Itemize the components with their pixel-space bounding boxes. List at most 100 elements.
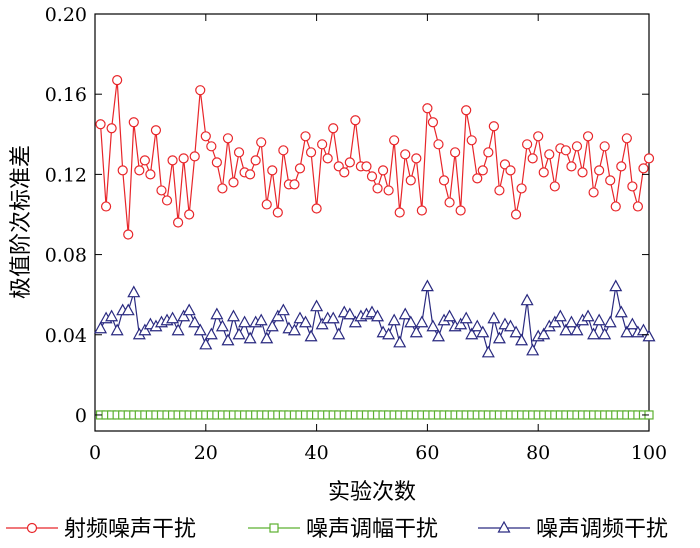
data-point-circle-marker (560, 145, 572, 156)
data-point-triangle-marker (420, 279, 434, 292)
data-point-circle-marker (139, 155, 150, 166)
data-point-circle-marker (505, 165, 516, 176)
data-point-triangle-marker (299, 315, 313, 328)
data-point-circle-marker (161, 195, 173, 206)
data-point-circle-marker (516, 183, 527, 194)
data-point-triangle-marker (509, 325, 523, 338)
data-point-circle-marker (599, 141, 610, 152)
data-point-triangle-marker (614, 305, 628, 318)
data-point-circle-marker (300, 131, 311, 142)
data-point-triangle-marker (304, 329, 318, 342)
data-point-triangle-marker (587, 327, 601, 340)
y-tick-label: 0.16 (45, 84, 87, 106)
data-point-triangle-marker (548, 315, 562, 328)
data-point-circle-marker (466, 135, 477, 146)
data-point-circle-marker (184, 209, 195, 220)
data-point-triangle-marker (166, 311, 180, 324)
data-point-circle-marker (311, 203, 322, 214)
data-point-circle-marker (100, 201, 112, 212)
data-point-circle-marker (549, 181, 560, 192)
data-point-triangle-marker (287, 323, 301, 336)
data-point-circle-marker (461, 105, 472, 116)
legend-square-marker (269, 523, 279, 533)
data-point-circle-marker (638, 163, 649, 174)
data-point-triangle-marker (271, 309, 285, 322)
data-point-triangle-marker (210, 307, 224, 320)
data-point-circle-marker (195, 85, 206, 96)
data-point-triangle-marker (592, 313, 606, 326)
data-point-triangle-marker (310, 299, 324, 312)
data-point-triangle-marker (426, 319, 440, 332)
data-point-triangle-marker (431, 329, 445, 342)
data-point-circle-marker (450, 147, 461, 158)
data-point-circle-marker (383, 185, 394, 196)
data-point-circle-marker (267, 165, 278, 176)
data-point-triangle-marker (254, 313, 268, 326)
data-point-circle-marker (228, 177, 239, 188)
data-point-circle-marker (106, 123, 117, 134)
data-point-circle-marker (372, 183, 383, 194)
data-point-circle-marker (95, 119, 106, 130)
data-point-circle-marker (256, 137, 267, 148)
y-tick-label: 0.12 (45, 164, 87, 186)
data-point-triangle-marker (404, 315, 418, 328)
series-1 (95, 75, 655, 240)
data-point-triangle-marker (348, 315, 362, 328)
data-point-triangle-marker (492, 331, 506, 344)
data-point-circle-marker (483, 147, 494, 158)
data-point-circle-marker (233, 147, 245, 158)
data-point-circle-marker (488, 121, 499, 132)
data-point-triangle-marker (459, 311, 473, 324)
data-point-triangle-marker (470, 319, 484, 332)
data-point-circle-marker (571, 141, 583, 152)
data-point-triangle-marker (94, 321, 108, 334)
data-point-circle-marker (344, 157, 355, 168)
data-point-circle-marker (112, 75, 123, 86)
data-point-triangle-marker (238, 315, 252, 328)
data-point-triangle-marker (620, 325, 634, 338)
data-point-triangle-marker (642, 329, 656, 342)
data-point-triangle-marker (276, 303, 290, 316)
data-point-circle-marker (444, 197, 455, 208)
data-point-triangle-marker (603, 315, 617, 328)
data-point-circle-marker (411, 153, 422, 164)
data-point-circle-marker (305, 147, 317, 158)
data-point-triangle-marker (204, 327, 218, 340)
data-point-circle-marker (117, 165, 128, 176)
legend-label: 噪声调频干扰 (536, 517, 668, 542)
data-point-triangle-marker (326, 311, 340, 324)
legend-item: 噪声调频干扰 (478, 517, 668, 542)
data-point-circle-marker (438, 175, 450, 186)
data-point-triangle-marker (293, 311, 307, 324)
data-point-triangle-marker (570, 323, 584, 336)
x-tick-label: 40 (305, 442, 329, 464)
data-point-triangle-marker (465, 327, 479, 340)
data-point-triangle-marker (343, 307, 357, 320)
data-point-circle-marker (632, 201, 644, 212)
data-point-triangle-marker (625, 317, 639, 330)
data-point-circle-marker (361, 161, 372, 172)
data-point-circle-marker (366, 171, 378, 182)
data-point-triangle-marker (520, 293, 534, 306)
data-point-triangle-marker (581, 309, 595, 322)
data-point-triangle-marker (526, 343, 540, 356)
legend-label: 射频噪声干扰 (64, 517, 196, 542)
data-point-triangle-marker (232, 327, 246, 340)
data-point-triangle-marker (476, 325, 490, 338)
data-point-circle-marker (610, 201, 621, 212)
data-point-circle-marker (605, 175, 616, 186)
data-point-triangle-marker (110, 323, 124, 336)
data-point-circle-marker (278, 145, 289, 156)
series-3 (94, 279, 656, 358)
data-point-circle-marker (394, 207, 405, 218)
data-point-circle-marker (294, 163, 306, 174)
data-point-circle-marker (477, 165, 488, 176)
data-point-triangle-marker (105, 309, 119, 322)
data-point-circle-marker (544, 149, 555, 160)
data-point-circle-marker (494, 185, 505, 196)
data-point-circle-marker (377, 165, 389, 176)
data-point-circle-marker (261, 199, 272, 210)
data-point-circle-marker (350, 115, 361, 126)
data-point-circle-marker (272, 207, 283, 218)
